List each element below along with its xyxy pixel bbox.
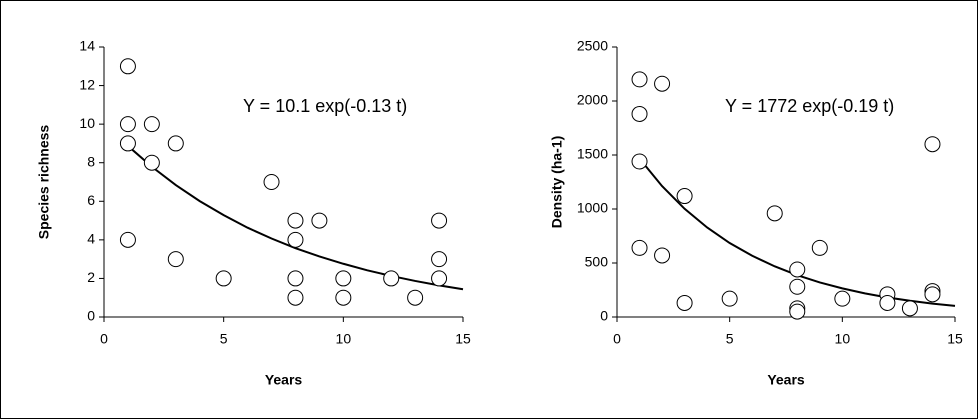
data-point [119,58,136,75]
x-tick-label: 10 [835,331,851,347]
data-point [879,294,896,311]
data-point [789,261,806,278]
fit-curve [127,145,464,291]
data-point [924,286,941,303]
data-point [287,289,304,306]
y-tick-label: 6 [87,192,95,208]
y-tick-label: 12 [79,76,95,92]
data-point [335,289,352,306]
x-tick-label: 10 [336,331,352,347]
data-point [431,212,448,229]
data-point [901,300,918,317]
data-point [407,289,424,306]
y-tick-label: 500 [585,254,609,270]
data-point [721,290,738,307]
data-point [431,251,448,268]
data-point [676,188,693,205]
data-point [311,212,328,229]
data-point [335,270,352,287]
data-point [287,212,304,229]
data-point [143,116,160,133]
data-point [631,71,648,88]
data-point [789,303,806,320]
data-point [631,105,648,122]
data-point [167,135,184,152]
y-tick-label: 2000 [577,92,608,108]
data-point [383,270,400,287]
data-point [215,270,232,287]
x-tick-label: 5 [726,331,734,347]
data-point [631,239,648,256]
data-point [811,239,828,256]
equation: Y = 1772 exp(-0.19 t) [725,96,894,116]
data-point [631,153,648,170]
data-point [167,251,184,268]
x-axis-title: Years [767,372,805,388]
equation: Y = 10.1 exp(-0.13 t) [243,96,407,116]
data-point [676,294,693,311]
data-point [119,231,136,248]
x-axis-title: Years [265,372,303,388]
data-point [263,174,280,190]
data-point [924,136,941,153]
y-axis-title: Density (ha-1) [549,136,565,229]
y-tick-label: 1000 [577,200,608,216]
data-point [766,205,783,222]
data-point [431,270,448,287]
data-point [119,135,136,152]
y-tick-label: 10 [79,115,95,131]
x-tick-label: 5 [220,331,228,347]
data-point [143,154,160,171]
y-tick-label: 14 [79,38,95,54]
x-tick-label: 15 [455,331,471,347]
data-point [119,116,136,133]
x-tick-label: 15 [947,331,963,347]
data-point [654,75,671,92]
data-point [654,247,671,264]
y-tick-label: 2500 [577,38,608,54]
y-tick-label: 8 [87,153,95,169]
x-tick-label: 0 [100,331,108,347]
x-tick-label: 0 [613,331,621,347]
y-tick-label: 4 [87,231,95,247]
y-tick-label: 2 [87,269,95,285]
data-point [287,270,304,287]
data-point [834,290,851,307]
data-point [287,231,304,248]
y-tick-label: 0 [87,308,95,324]
y-tick-label: 0 [600,308,608,324]
y-tick-label: 1500 [577,146,608,162]
data-point [789,278,806,295]
y-axis-title: Species richness [36,125,52,240]
